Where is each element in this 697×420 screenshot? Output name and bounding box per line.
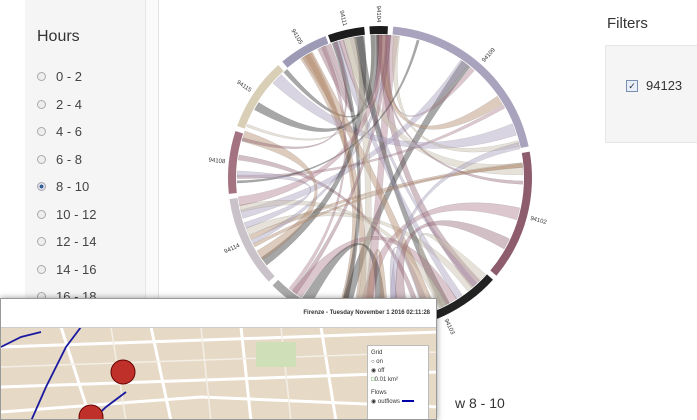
flows-option[interactable]: ◉ outflows: [371, 398, 425, 407]
radio[interactable]: [37, 127, 46, 136]
radio[interactable]: [37, 210, 46, 219]
radio[interactable]: [37, 265, 46, 274]
hour-option[interactable]: 14 - 16: [37, 262, 96, 277]
filters-panel: ✓ 94123: [605, 45, 697, 143]
cell-size-label: 0.01 km²: [375, 377, 398, 383]
hour-option[interactable]: 12 - 14: [37, 234, 96, 249]
chord-label: 94104: [375, 6, 381, 23]
radio[interactable]: [37, 182, 46, 191]
grid-option[interactable]: ○ on: [371, 358, 425, 367]
hour-option-label: 2 - 4: [56, 97, 82, 112]
map-legend: Grid ○ on ◉ off □0.01 km² Flows ◉ outflo…: [367, 345, 429, 420]
scrollbar[interactable]: [145, 0, 158, 300]
map-header-text: Firenze - Tuesday November 1 2016 02:11:…: [303, 310, 436, 316]
chord-label: 94114: [224, 243, 242, 256]
chord-label: 94103: [443, 318, 456, 336]
chord-label: 94102: [529, 216, 547, 226]
hour-option-label: 14 - 16: [56, 262, 96, 277]
hour-option[interactable]: 2 - 4: [37, 97, 82, 112]
chord-label: 94109: [481, 47, 497, 64]
chord-label: 94115: [235, 80, 252, 94]
hours-title: Hours: [37, 28, 80, 46]
filters-title: Filters: [607, 15, 648, 32]
hour-option[interactable]: 8 - 10: [37, 179, 89, 194]
chord-label: 94108: [208, 158, 226, 166]
hour-option[interactable]: 0 - 2: [37, 69, 82, 84]
chord-arc[interactable]: [369, 26, 388, 34]
hour-option-label: 12 - 14: [56, 234, 96, 249]
chord-label: 94105: [289, 28, 303, 46]
flows-title: Flows: [371, 389, 425, 398]
chord-diagram: 9411194104941099410294103941179411494108…: [160, 0, 600, 340]
hour-option-label: 4 - 6: [56, 124, 82, 139]
caption: w 8 - 10: [455, 395, 505, 411]
hour-option[interactable]: 4 - 6: [37, 124, 82, 139]
chord-arc[interactable]: [228, 131, 243, 194]
filter-item[interactable]: ✓ 94123: [626, 78, 682, 93]
filter-label: 94123: [646, 78, 682, 93]
flows-option-label: outflows: [378, 399, 400, 405]
radio[interactable]: [37, 155, 46, 164]
page: Hours 0 - 2 2 - 4 4 - 6 6 - 8 8 - 10 10 - 12 1…: [0, 0, 697, 420]
hour-option-label: 8 - 10: [56, 179, 89, 194]
grid-title: Grid: [371, 349, 425, 358]
grid-option-label: off: [378, 368, 385, 374]
cell-size: □0.01 km²: [371, 376, 425, 385]
hours-panel: Hours 0 - 2 2 - 4 4 - 6 6 - 8 8 - 10 10 - 12 1…: [25, 0, 159, 300]
grid-option-label: on: [376, 359, 383, 365]
ribbons: [237, 35, 523, 321]
radio[interactable]: [37, 237, 46, 246]
hour-option[interactable]: 6 - 8: [37, 152, 82, 167]
chord-label: 94111: [338, 10, 348, 27]
grid-option[interactable]: ◉ off: [371, 367, 425, 376]
hour-option-label: 6 - 8: [56, 152, 82, 167]
hour-option-label: 10 - 12: [56, 207, 96, 222]
checkbox[interactable]: ✓: [626, 80, 638, 92]
radio[interactable]: [37, 100, 46, 109]
hour-option-label: 0 - 2: [56, 69, 82, 84]
map-header: Firenze - Tuesday November 1 2016 02:11:…: [1, 299, 436, 328]
radio[interactable]: [37, 72, 46, 81]
hour-option[interactable]: 10 - 12: [37, 207, 96, 222]
map-window: Firenze - Tuesday November 1 2016 02:11:…: [0, 298, 437, 420]
map-marker[interactable]: [111, 360, 135, 384]
